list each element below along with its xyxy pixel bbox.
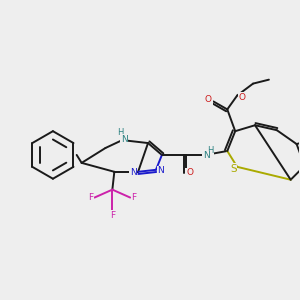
- Text: N: N: [203, 152, 210, 160]
- Text: N: N: [130, 168, 136, 177]
- Text: N: N: [121, 135, 128, 144]
- Text: N: N: [158, 166, 164, 175]
- Text: O: O: [205, 95, 212, 104]
- Text: H: H: [117, 128, 124, 137]
- Text: O: O: [238, 93, 246, 102]
- Text: F: F: [110, 211, 115, 220]
- Text: S: S: [230, 164, 236, 174]
- Text: O: O: [186, 168, 193, 177]
- Text: F: F: [132, 193, 137, 202]
- Text: F: F: [88, 193, 93, 202]
- Text: H: H: [207, 146, 214, 154]
